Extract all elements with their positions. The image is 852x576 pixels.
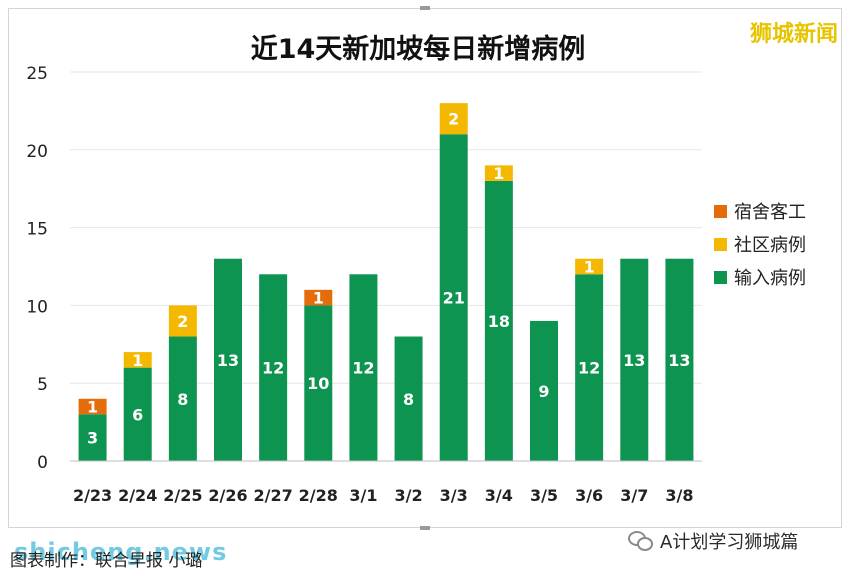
bar-segment <box>168 336 197 461</box>
x-tick-label: 3/6 <box>575 486 603 505</box>
x-tick-label: 2/24 <box>118 486 157 505</box>
bar-segment <box>78 414 107 461</box>
bar-data-label: 3 <box>87 429 98 448</box>
y-axis-ticks: 0 5 10 15 20 25 <box>26 64 48 473</box>
bar-data-label: 12 <box>352 359 374 378</box>
bar-segment <box>484 180 513 462</box>
resize-handle-bottom[interactable] <box>420 526 430 530</box>
bar-data-label: 9 <box>538 382 549 401</box>
bar-segment <box>123 352 152 368</box>
bar-data-label: 1 <box>493 164 504 183</box>
bar-segment <box>665 258 694 461</box>
footer-account-name: A计划学习狮城篇 <box>660 532 799 553</box>
y-tick-label: 0 <box>37 453 48 473</box>
x-tick-label: 3/1 <box>349 486 377 505</box>
y-tick-label: 25 <box>26 64 48 84</box>
x-tick-label: 2/23 <box>73 486 112 505</box>
brand-logo-text: 狮城新闻 <box>749 22 838 47</box>
bar-data-label: 2 <box>177 312 188 331</box>
x-tick-label: 3/8 <box>665 486 693 505</box>
footer-account[interactable]: A计划学习狮城篇 <box>628 528 798 554</box>
legend-swatch <box>714 271 727 284</box>
bar-segment <box>575 274 604 461</box>
watermark-text: shicheng.news <box>14 538 228 566</box>
wechat-icon <box>628 531 654 551</box>
bar-segment <box>530 320 558 461</box>
chart-credit: 图表制作：联合早报 小璐 <box>10 551 203 571</box>
bar-segment <box>349 274 378 461</box>
bar-data-label: 13 <box>623 351 645 370</box>
bar-data-label: 18 <box>488 312 510 331</box>
x-tick-label: 3/3 <box>440 486 468 505</box>
x-tick-label: 2/25 <box>163 486 202 505</box>
bar-data-label: 13 <box>668 351 690 370</box>
bar-data-label: 1 <box>584 258 595 277</box>
gridlines <box>70 71 702 384</box>
bar-segment <box>168 305 197 337</box>
x-tick-label: 2/26 <box>208 486 247 505</box>
bar-segment <box>78 398 107 415</box>
bar-segment <box>304 305 333 461</box>
bar-data-label: 12 <box>578 359 600 378</box>
bar-segment <box>439 103 468 135</box>
bar-data-label: 8 <box>177 390 188 409</box>
bar-data-label: 12 <box>262 359 284 378</box>
legend-label: 社区病例 <box>734 235 806 256</box>
bar-data-label: 13 <box>217 351 239 370</box>
y-tick-label: 10 <box>26 297 48 317</box>
bar-segment <box>620 258 649 461</box>
bar-segment <box>123 367 152 461</box>
x-tick-label: 3/2 <box>395 486 423 505</box>
legend-swatch <box>714 205 727 218</box>
bar-data-label: 8 <box>403 390 414 409</box>
resize-handle-top[interactable] <box>420 6 430 10</box>
bar-data-label: 1 <box>313 289 324 308</box>
y-tick-label: 20 <box>26 142 48 162</box>
bar-segment <box>575 258 604 275</box>
chart-title: 近14天新加坡每日新增病例 <box>251 33 586 65</box>
y-tick-label: 15 <box>26 220 48 240</box>
bar-segment <box>214 258 242 461</box>
x-tick-label: 3/4 <box>485 486 513 505</box>
y-tick-label: 5 <box>37 375 48 395</box>
legend-label: 宿舍客工 <box>734 202 806 223</box>
legend-swatch <box>714 238 727 251</box>
bar-data-label: 21 <box>443 289 465 308</box>
x-axis-ticks: 2/23 2/24 2/25 2/26 2/27 2/28 3/1 3/2 3/3 3/4 3/5 3… <box>73 486 694 505</box>
x-tick-label: 2/27 <box>254 486 293 505</box>
bar-data-label: 6 <box>132 405 143 424</box>
legend-label: 输入病例 <box>734 268 806 289</box>
bar-segment <box>259 274 288 461</box>
bar-data-label: 1 <box>132 351 143 370</box>
bar-segment <box>439 134 468 462</box>
x-tick-label: 2/28 <box>299 486 338 505</box>
bar-data-label: 1 <box>87 398 98 417</box>
bar-segment <box>484 165 513 181</box>
x-tick-label: 3/7 <box>620 486 648 505</box>
bar-segment <box>304 289 333 306</box>
bar-data-label: 2 <box>448 110 459 129</box>
bar-segment <box>394 336 423 461</box>
x-tick-label: 3/5 <box>530 486 558 505</box>
bar-data-label: 10 <box>307 374 329 393</box>
